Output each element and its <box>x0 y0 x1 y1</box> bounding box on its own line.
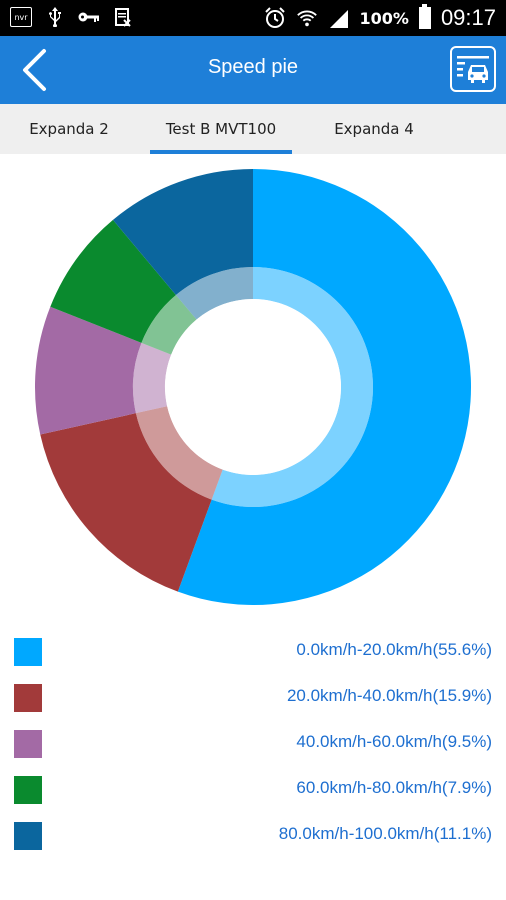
chevron-left-icon <box>23 49 46 91</box>
pie-slice-inner-2 <box>135 406 223 500</box>
legend-item: 20.0km/h-40.0km/h(15.9%) <box>0 676 506 722</box>
legend-item: 60.0km/h-80.0km/h(7.9%) <box>0 768 506 814</box>
tab-expanda-2[interactable]: Expanda 2 <box>29 120 109 138</box>
vehicle-list-button[interactable] <box>450 46 496 92</box>
battery-icon <box>418 4 431 29</box>
nvr-icon: nvr <box>10 7 32 27</box>
wifi-icon <box>296 7 318 29</box>
status-right: 100% 09:17 <box>264 4 496 32</box>
legend-swatch <box>14 776 42 804</box>
pie-slice-inner-1 <box>211 267 373 507</box>
legend-swatch <box>14 730 42 758</box>
pie-slice-4 <box>50 219 176 343</box>
active-tab-indicator <box>150 150 292 154</box>
legend-label: 60.0km/h-80.0km/h(7.9%) <box>296 778 492 797</box>
tab-test-b-mvt100[interactable]: Test B MVT100 <box>165 120 277 138</box>
clipboard-icon <box>112 6 134 28</box>
back-button[interactable] <box>14 46 54 94</box>
alarm-clock-icon <box>264 7 286 29</box>
pie-slice-5 <box>112 169 253 296</box>
car-list-icon <box>457 56 489 83</box>
legend-swatch <box>14 822 42 850</box>
legend-item: 80.0km/h-100.0km/h(11.1%) <box>0 814 506 860</box>
signal-icon <box>328 7 350 29</box>
tab-bar: Expanda 2 Test B MVT100 Expanda 4 <box>0 104 506 154</box>
pie-slice-2 <box>40 413 212 592</box>
legend-item: 0.0km/h-20.0km/h(55.6%) <box>0 630 506 676</box>
battery-percent: 100% <box>359 8 409 28</box>
legend-label: 0.0km/h-20.0km/h(55.6%) <box>296 640 492 659</box>
legend-swatch <box>14 684 42 712</box>
pie-slice-1 <box>177 169 471 605</box>
donut-hole <box>165 299 341 475</box>
legend-label: 20.0km/h-40.0km/h(15.9%) <box>286 686 492 705</box>
status-left-icons: nvr <box>10 6 134 28</box>
pie-slice-inner-5 <box>175 267 253 320</box>
app-bar: Speed pie <box>0 36 506 104</box>
pie-slice-inner-3 <box>133 342 172 414</box>
inner-ring-overlay <box>133 267 373 507</box>
pie-slice-inner-4 <box>141 295 197 355</box>
legend-label: 40.0km/h-60.0km/h(9.5%) <box>296 732 492 751</box>
chart-legend: 0.0km/h-20.0km/h(55.6%) 20.0km/h-40.0km/h… <box>0 630 506 860</box>
page-title: Speed pie <box>207 56 299 78</box>
usb-icon <box>44 6 66 28</box>
key-icon <box>78 6 100 28</box>
pie-slice-3 <box>34 306 142 435</box>
legend-label: 80.0km/h-100.0km/h(11.1%) <box>278 824 492 843</box>
legend-item: 40.0km/h-60.0km/h(9.5%) <box>0 722 506 768</box>
status-time: 09:17 <box>440 5 496 30</box>
tab-expanda-4[interactable]: Expanda 4 <box>334 120 414 138</box>
legend-swatch <box>14 638 42 666</box>
speed-pie-chart <box>34 169 471 605</box>
status-bar: nvr 100% 09:17 <box>0 0 506 36</box>
